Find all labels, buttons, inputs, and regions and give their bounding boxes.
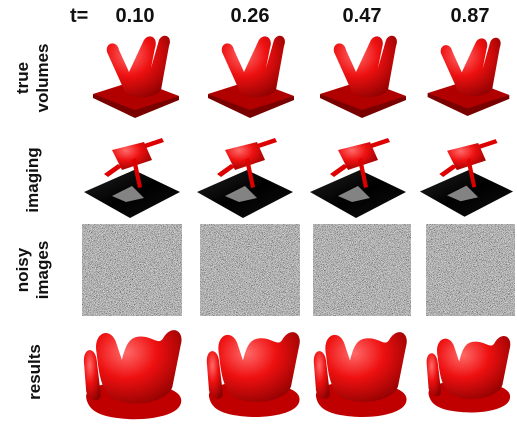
row-label: results <box>25 344 44 400</box>
imaging-image <box>419 139 514 217</box>
row-label-line: true <box>13 62 32 94</box>
volume-image <box>93 35 179 118</box>
result-image <box>206 332 300 417</box>
result-image <box>83 330 182 420</box>
time-label: 0.47 <box>343 5 382 27</box>
imaging-image <box>197 138 293 218</box>
noisy-image <box>82 224 182 316</box>
row-label: imaging <box>23 147 42 212</box>
volume-image <box>320 35 406 118</box>
row-label-line: results <box>25 344 44 400</box>
noisy-image <box>426 224 515 316</box>
row-label-line: images <box>33 241 52 300</box>
row-label-line: volumes <box>33 44 52 113</box>
time-prefix: t= <box>70 5 88 27</box>
imaging-image <box>310 138 406 218</box>
noisy-image <box>313 224 411 316</box>
volume-image <box>427 37 510 116</box>
result-image <box>313 332 407 417</box>
time-label: 0.87 <box>451 5 490 27</box>
result-image <box>426 336 511 413</box>
imaging-image <box>84 138 180 218</box>
row-label: true volumes <box>13 44 52 113</box>
row-label: noisy images <box>13 241 52 300</box>
time-label: 0.26 <box>231 5 270 27</box>
volume-image <box>208 35 294 118</box>
noisy-image <box>200 224 300 316</box>
time-label: 0.10 <box>116 5 155 27</box>
row-label-line: imaging <box>23 147 42 212</box>
row-label-line: noisy <box>13 247 32 292</box>
